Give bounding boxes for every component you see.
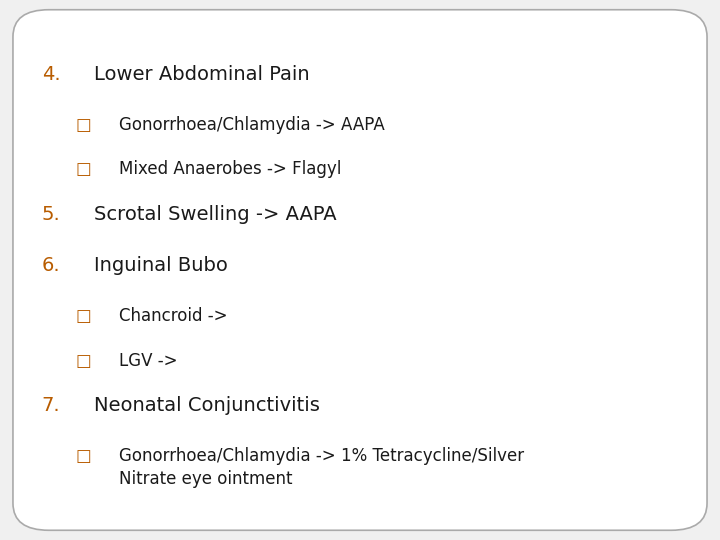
Text: □: □ bbox=[76, 447, 91, 465]
Text: 7.: 7. bbox=[42, 396, 60, 415]
Text: Scrotal Swelling -> AAPA: Scrotal Swelling -> AAPA bbox=[94, 205, 336, 224]
Text: Gonorrhoea/Chlamydia -> AAPA: Gonorrhoea/Chlamydia -> AAPA bbox=[119, 116, 384, 134]
Text: □: □ bbox=[76, 116, 91, 134]
Text: 5.: 5. bbox=[42, 205, 60, 224]
FancyBboxPatch shape bbox=[13, 10, 707, 530]
Text: □: □ bbox=[76, 352, 91, 369]
Text: Gonorrhoea/Chlamydia -> 1% Tetracycline/Silver
Nitrate eye ointment: Gonorrhoea/Chlamydia -> 1% Tetracycline/… bbox=[119, 447, 524, 488]
Text: □: □ bbox=[76, 160, 91, 178]
Text: LGV ->: LGV -> bbox=[119, 352, 177, 369]
Text: Inguinal Bubo: Inguinal Bubo bbox=[94, 256, 228, 275]
Text: 6.: 6. bbox=[42, 256, 60, 275]
Text: Mixed Anaerobes -> Flagyl: Mixed Anaerobes -> Flagyl bbox=[119, 160, 341, 178]
Text: Chancroid ->: Chancroid -> bbox=[119, 307, 228, 325]
Text: Lower Abdominal Pain: Lower Abdominal Pain bbox=[94, 65, 309, 84]
Text: □: □ bbox=[76, 307, 91, 325]
Text: Neonatal Conjunctivitis: Neonatal Conjunctivitis bbox=[94, 396, 320, 415]
Text: 4.: 4. bbox=[42, 65, 60, 84]
